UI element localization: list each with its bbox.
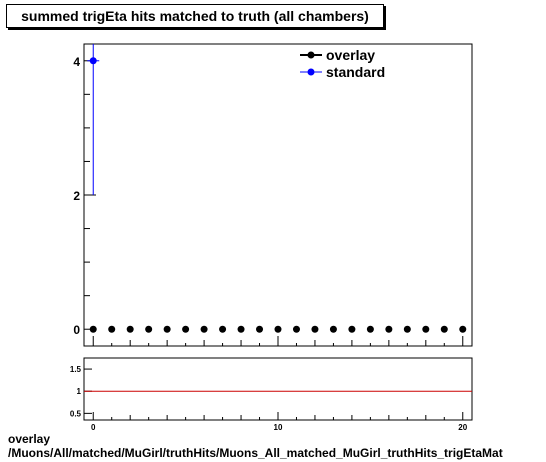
ratio-plot-frame (83, 357, 473, 421)
overlay-point (89, 325, 97, 333)
main-plot-area (83, 43, 473, 347)
overlay-point (311, 325, 319, 333)
overlay-point (292, 325, 300, 333)
y-tick-label: 4 (73, 55, 80, 69)
legend-overlay-label: overlay (326, 47, 375, 63)
overlay-point (422, 325, 430, 333)
overlay-point (182, 325, 190, 333)
chart-title-box: summed trigEta hits matched to truth (al… (6, 4, 384, 28)
ratio-y-tick-label: 1 (77, 387, 82, 396)
y-tick-label: 2 (73, 189, 80, 203)
main-y-axis: 0 2 4 (73, 55, 96, 337)
overlay-point (385, 325, 393, 333)
ratio-x-tick-label: 10 (274, 423, 283, 432)
footer-line-2: /Muons/All/matched/MuGirl/truthHits/Muon… (8, 446, 503, 460)
ratio-x-tick-label: 0 (91, 423, 96, 432)
main-plot-frame (83, 43, 473, 347)
overlay-point (126, 325, 134, 333)
footer-line-1: overlay (8, 432, 51, 446)
overlay-point (440, 325, 448, 333)
overlay-point (459, 325, 467, 333)
standard-point (89, 57, 97, 65)
overlay-point (163, 325, 171, 333)
overlay-point (366, 325, 374, 333)
ratio-x-axis: 0 10 20 (91, 412, 468, 432)
overlay-point (274, 325, 282, 333)
overlay-point (108, 325, 116, 333)
overlay-point (200, 325, 208, 333)
ratio-plot-area (83, 357, 473, 421)
overlay-point (219, 325, 227, 333)
chart-title: summed trigEta hits matched to truth (al… (21, 8, 369, 24)
overlay-point (403, 325, 411, 333)
legend-standard-marker (307, 68, 315, 76)
footer-caption: overlay /Muons/All/matched/MuGirl/truthH… (8, 432, 503, 460)
overlay-point (329, 325, 337, 333)
ratio-y-tick-label: 0.5 (70, 409, 82, 418)
overlay-series (89, 325, 467, 333)
ratio-y-tick-label: 1.5 (70, 365, 82, 374)
legend-standard-label: standard (326, 64, 385, 80)
legend-overlay-marker (307, 51, 315, 59)
overlay-point (237, 325, 245, 333)
overlay-point (145, 325, 153, 333)
y-tick-label: 0 (73, 323, 80, 337)
ratio-x-tick-label: 20 (458, 423, 467, 432)
standard-series (87, 44, 100, 195)
overlay-point (348, 325, 356, 333)
main-x-axis (92, 336, 464, 346)
overlay-point (256, 325, 264, 333)
